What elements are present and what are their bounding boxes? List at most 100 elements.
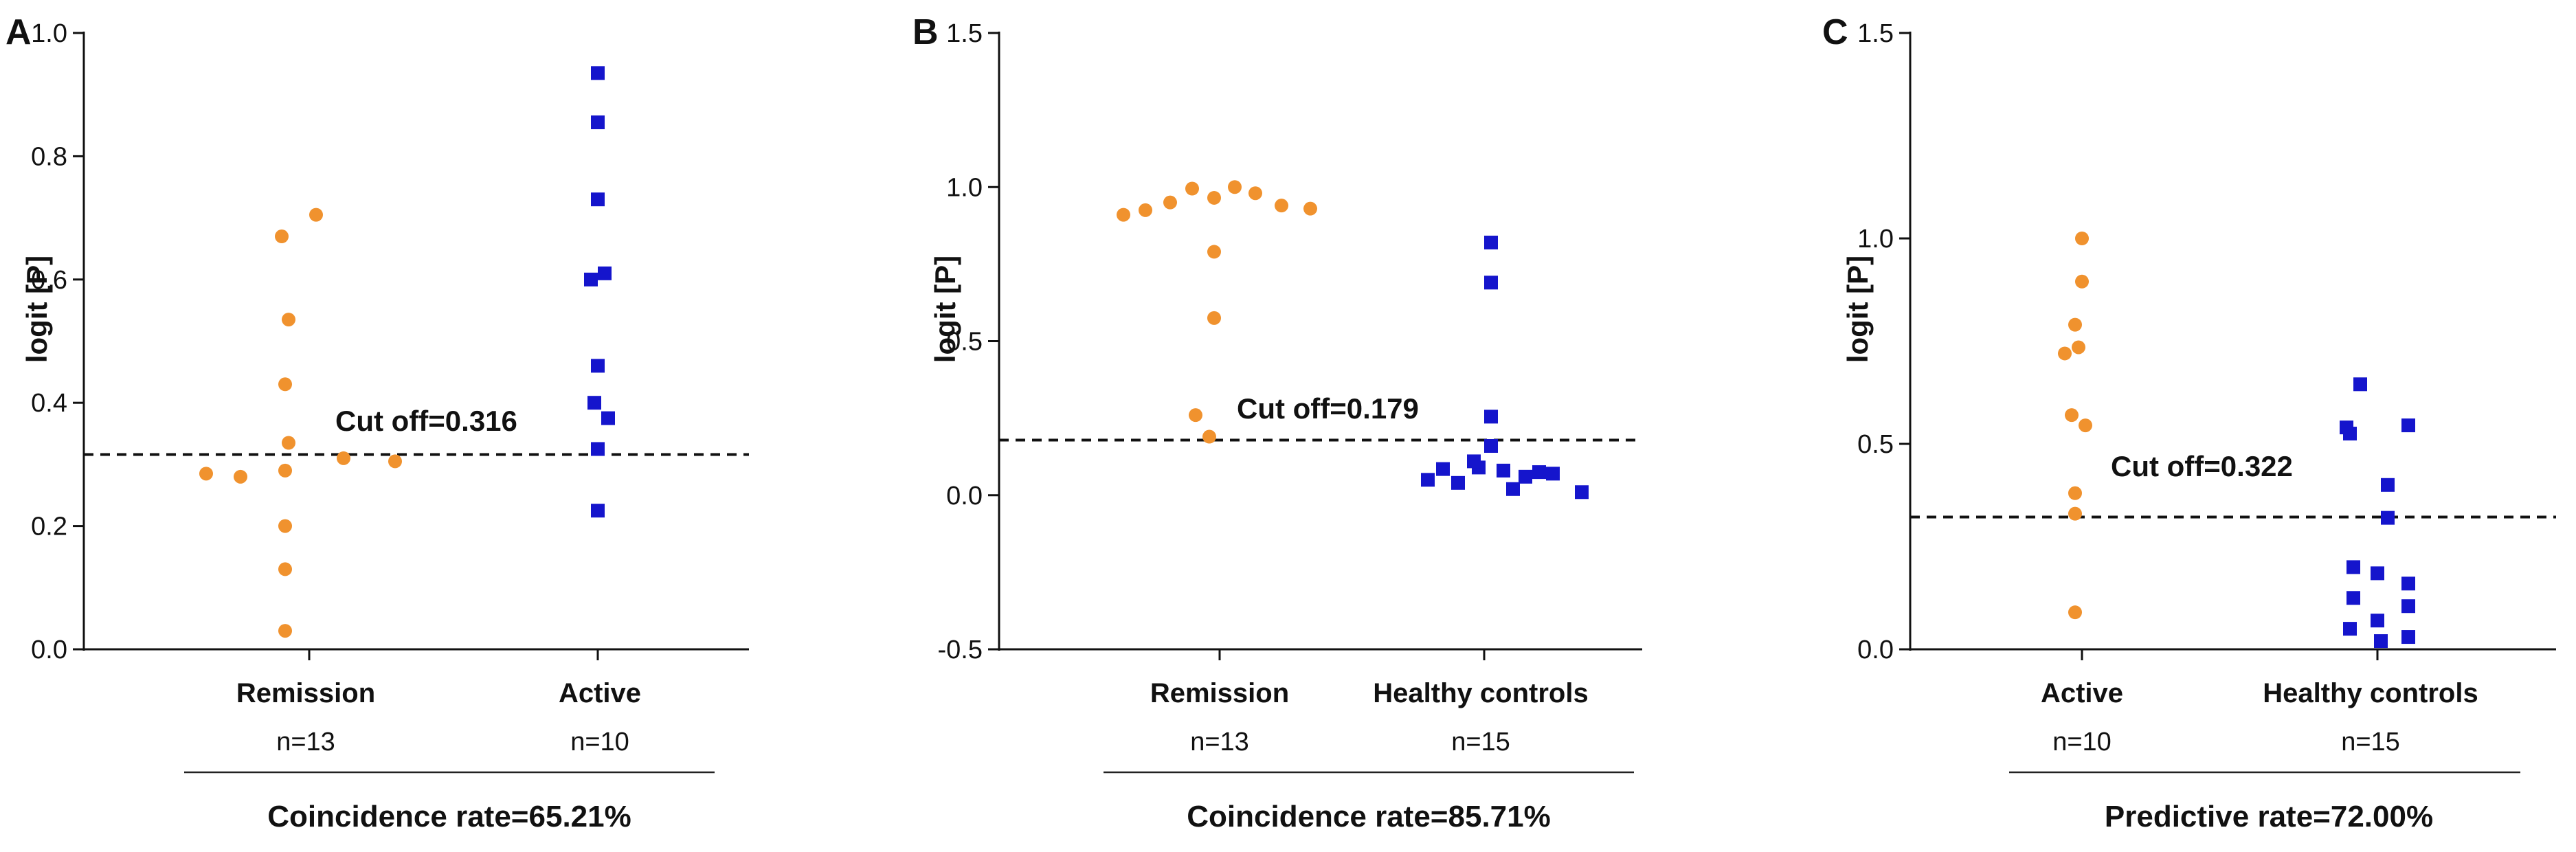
- cutoff-label: Cut off=0.322: [2111, 450, 2293, 482]
- n-label: n=10: [2052, 728, 2112, 756]
- data-point: [2072, 340, 2085, 355]
- category-label: Healthy controls: [1373, 678, 1588, 708]
- data-point: [587, 396, 601, 410]
- footer-rate: Coincidence rate=65.21%: [267, 800, 631, 833]
- plot-area: 0.0 0.5 1.0 1.5: [1857, 19, 2556, 664]
- data-point: [1185, 181, 1199, 196]
- data-point: [1575, 485, 1589, 500]
- data-point: [1275, 199, 1288, 213]
- data-point: [2068, 317, 2082, 332]
- data-point: [2068, 605, 2082, 620]
- data-point: [591, 115, 605, 130]
- data-point: [2371, 614, 2384, 628]
- data-point: [234, 469, 247, 484]
- data-point: [337, 451, 350, 465]
- data-point: [1532, 465, 1546, 480]
- n-label: n=13: [1190, 728, 1249, 756]
- data-point: [388, 454, 402, 469]
- data-point: [591, 504, 605, 518]
- data-point: [598, 266, 612, 280]
- y-tick-label: 0.8: [31, 142, 67, 171]
- data-point: [2381, 511, 2395, 525]
- data-point: [1228, 180, 1242, 194]
- data-point: [601, 411, 615, 425]
- y-tick-label: 0.2: [31, 513, 67, 541]
- y-tick-label: 0.0: [1857, 636, 1894, 664]
- data-point: [1546, 467, 1560, 481]
- data-point: [2347, 591, 2360, 605]
- plot-area: -0.5 0.0 0.5 1.0 1.5: [938, 19, 1642, 664]
- data-point: [282, 313, 295, 327]
- data-point: [2068, 486, 2082, 500]
- data-point: [1484, 276, 1498, 290]
- data-point: [591, 192, 605, 207]
- data-point: [278, 463, 292, 478]
- data-point: [1436, 462, 1450, 476]
- y-tick-label: 0.0: [946, 482, 983, 511]
- data-point: [1248, 186, 1262, 201]
- data-point: [2075, 232, 2089, 245]
- data-point: [2075, 274, 2089, 289]
- plot-area: 0.0 0.2 0.4 0.6 0.8 1.0: [31, 19, 749, 664]
- data-point: [1163, 195, 1177, 210]
- y-tick-label: 1.5: [1857, 19, 1894, 48]
- data-point: [2068, 506, 2082, 521]
- panel-c: C logit [P] 0.0 0.5 1.0 1.5 Cut off=0.322 A…: [1822, 12, 2556, 833]
- y-tick-label: 0.5: [1857, 430, 1894, 459]
- y-tick-label: 1.0: [1857, 225, 1894, 254]
- data-point: [1303, 201, 1317, 216]
- data-point: [1207, 311, 1221, 325]
- data-point: [1421, 473, 1435, 487]
- cutoff-label: Cut off=0.316: [335, 405, 517, 437]
- data-point: [591, 359, 605, 373]
- data-point: [2058, 346, 2072, 361]
- category-label: Remission: [236, 678, 375, 708]
- y-axis-title: logit [P]: [1841, 256, 1874, 363]
- data-point: [1207, 245, 1221, 259]
- data-point: [2343, 427, 2357, 441]
- panel-letter: A: [5, 12, 32, 52]
- data-point: [1189, 408, 1202, 423]
- category-label: Active: [559, 678, 641, 708]
- category-label: Active: [2041, 678, 2123, 708]
- data-point: [278, 519, 292, 533]
- panel-letter: C: [1822, 12, 1848, 52]
- y-tick-label: 1.5: [946, 19, 983, 48]
- data-point: [1467, 454, 1481, 469]
- data-point: [309, 208, 323, 222]
- y-axis-title: logit [P]: [929, 256, 961, 363]
- data-point: [1519, 469, 1532, 484]
- data-point: [199, 467, 213, 481]
- data-point: [591, 442, 605, 456]
- data-point: [584, 272, 598, 287]
- footer-rate: Predictive rate=72.00%: [2105, 800, 2433, 833]
- data-point: [2401, 630, 2415, 644]
- data-point: [2343, 622, 2357, 636]
- n-label: n=15: [2341, 728, 2400, 756]
- data-point: [1484, 438, 1498, 453]
- data-point: [2381, 478, 2395, 492]
- data-point: [2353, 377, 2367, 392]
- panel-letter: B: [912, 12, 939, 52]
- data-point: [278, 624, 292, 638]
- panel-a: A logit [P] 0.0 0.2 0.4 0.6 0.8 1.0 Cut off=0…: [5, 12, 749, 833]
- y-tick-label: 0.0: [31, 636, 67, 664]
- n-label: n=13: [276, 728, 335, 756]
- data-point: [2401, 576, 2415, 591]
- data-point: [1484, 410, 1498, 424]
- data-point: [1451, 475, 1465, 490]
- data-point: [2065, 408, 2079, 423]
- footer-rate: Coincidence rate=85.71%: [1187, 800, 1550, 833]
- category-label: Remission: [1150, 678, 1289, 708]
- data-point: [1207, 190, 1221, 205]
- data-point: [1139, 203, 1152, 217]
- data-point: [282, 436, 295, 450]
- y-tick-label: -0.5: [938, 636, 983, 664]
- n-label: n=10: [570, 728, 629, 756]
- data-point: [2371, 566, 2384, 581]
- category-label: Healthy controls: [2263, 678, 2478, 708]
- y-tick-label: 1.0: [31, 19, 67, 48]
- n-label: n=15: [1451, 728, 1510, 756]
- data-point: [2401, 599, 2415, 614]
